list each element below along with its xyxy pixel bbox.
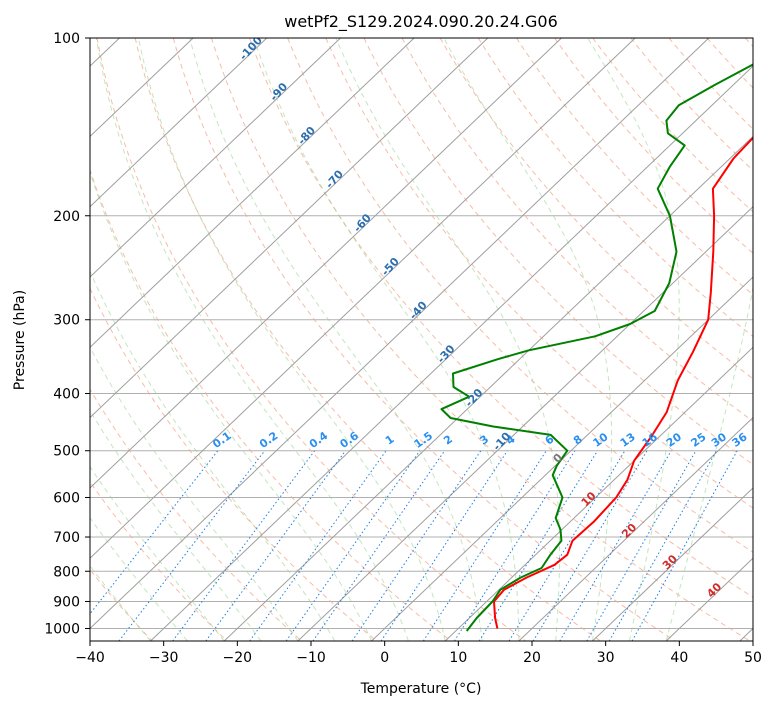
- mixing-ratio-line: [608, 450, 717, 641]
- dry-adiabat: [249, 38, 753, 598]
- mixing-ratio-line: [312, 450, 446, 641]
- isotherm: [90, 38, 341, 278]
- x-axis-title: Temperature (°C): [360, 681, 482, 697]
- moist-adiabat: [587, 38, 680, 641]
- mixing-ratio-line: [631, 450, 738, 641]
- chart-title: wetPf2_S129.2024.090.20.24.G06: [284, 12, 558, 32]
- isotherm: [444, 346, 753, 641]
- dry-adiabat: [287, 38, 753, 553]
- mixing-ratio-line: [90, 450, 219, 615]
- isotherms: [90, 38, 753, 641]
- mixing-ratio-line: [559, 450, 672, 641]
- dry-adiabat: [554, 38, 753, 254]
- mixing-ratio-line: [532, 450, 648, 641]
- isotherm: [90, 38, 562, 489]
- dry-adiabat: [210, 38, 751, 641]
- mixing-ratio-line: [478, 450, 598, 641]
- moist-adiabat: [90, 565, 151, 641]
- x-tick-label: 10: [449, 650, 467, 666]
- x-tick-label: −20: [223, 650, 253, 666]
- dewpoint-profile-line: [440, 63, 753, 632]
- x-axis-ticks: −40 −30 −20 −10 0 10 20 30 40 50: [75, 641, 762, 666]
- isotherm: [150, 65, 753, 641]
- dry-adiabat: [90, 287, 377, 641]
- x-tick-label: −40: [75, 650, 105, 666]
- isotherm: [90, 38, 710, 630]
- mixing-ratio-line: [285, 450, 421, 641]
- x-tick-label: 30: [597, 650, 615, 666]
- mixing-ratio-line: [586, 450, 697, 641]
- profile-lines: [440, 63, 753, 632]
- isotherm: [592, 487, 753, 641]
- x-tick-label: −10: [296, 650, 326, 666]
- isotherm: [518, 416, 753, 641]
- moist-adiabat: [253, 38, 520, 641]
- dry-adiabat: [439, 38, 753, 380]
- moist-adiabat: [335, 38, 560, 641]
- isotherm: [371, 276, 753, 641]
- moist-adiabat: [443, 38, 613, 641]
- moist-adiabat: [95, 38, 409, 641]
- y-tick-label: 600: [53, 490, 80, 506]
- moist-adiabat: [90, 170, 373, 641]
- y-tick-label: 800: [53, 564, 80, 580]
- temperature-profile-line: [493, 136, 753, 629]
- dry-adiabat: [90, 388, 302, 641]
- isotherm: [223, 135, 753, 641]
- moist-adiabat: [90, 270, 336, 641]
- y-tick-label: 400: [53, 387, 80, 403]
- mixing-ratio-line: [205, 450, 346, 641]
- y-tick-label: 300: [53, 313, 80, 329]
- x-tick-label: −30: [149, 650, 179, 666]
- y-axis-title: Pressure (hPa): [12, 290, 28, 390]
- y-tick-label: 900: [53, 594, 80, 610]
- dry-adiabats: [90, 38, 753, 641]
- dry-adiabat: [134, 38, 601, 641]
- moist-adiabats: [90, 38, 753, 641]
- x-tick-label: 40: [670, 650, 688, 666]
- dry-adiabat: [401, 38, 753, 422]
- y-tick-label: 1000: [44, 621, 80, 637]
- y-tick-label: 100: [53, 31, 80, 47]
- isotherm: [297, 206, 753, 641]
- isotherm: [90, 38, 268, 208]
- mixing-ratio-line: [453, 450, 576, 641]
- isotherm: [90, 38, 415, 348]
- dry-adiabat: [96, 38, 526, 641]
- y-tick-label: 500: [53, 444, 80, 460]
- isotherm: [90, 38, 636, 559]
- mixing-ratio-line: [422, 450, 547, 641]
- y-tick-label: 200: [53, 209, 80, 225]
- x-tick-label: 20: [523, 650, 541, 666]
- x-tick-label: 0: [380, 650, 389, 666]
- dry-adiabat: [172, 38, 676, 641]
- y-axis-ticks: 100 200 300 400 500 600 700 800 900 1000: [44, 31, 90, 637]
- moist-adiabat: [90, 516, 188, 641]
- plot-frame: [89, 37, 754, 642]
- mixing-ratio-lines: [90, 450, 738, 641]
- mixing-ratio-line: [508, 450, 626, 641]
- x-tick-label: 50: [744, 650, 762, 666]
- mixing-ratio-line: [249, 450, 387, 641]
- isotherm: [90, 38, 489, 419]
- y-tick-label: 700: [53, 530, 80, 546]
- moist-adiabat: [189, 38, 483, 641]
